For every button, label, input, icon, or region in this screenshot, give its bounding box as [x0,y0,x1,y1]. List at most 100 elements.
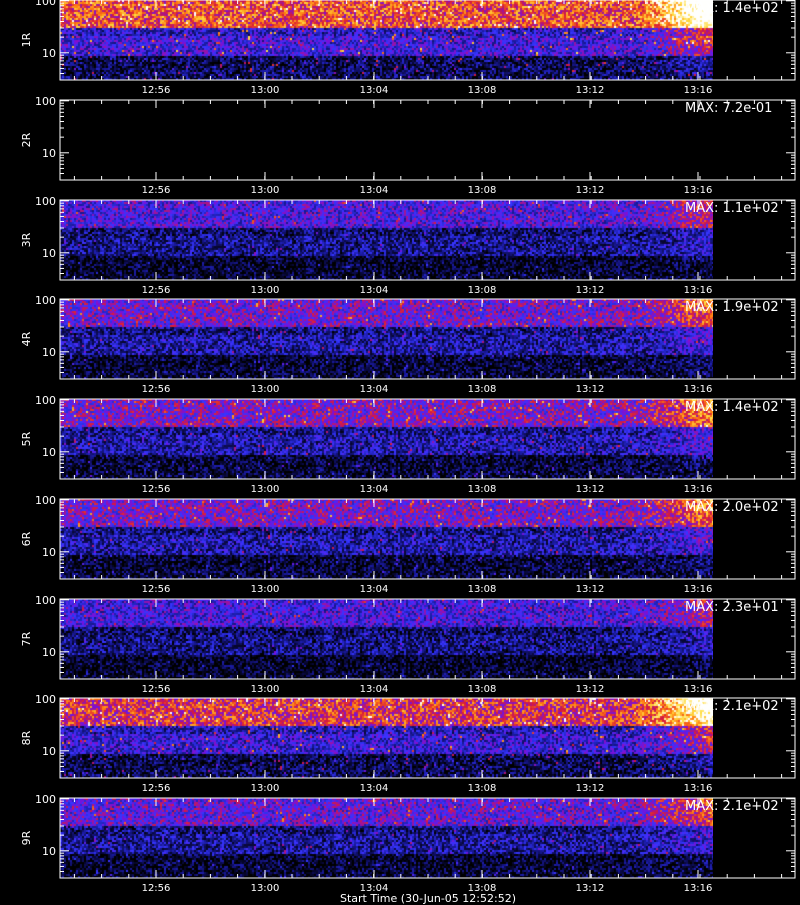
x-tick-label: 13:08 [468,783,497,794]
x-tick-label: 13:16 [684,384,713,395]
x-tick-label: 12:56 [142,484,171,495]
y-axis-label: 8R [20,730,33,745]
y-axis-label: 4R [20,331,33,346]
y-tick-label: 100 [35,0,56,8]
y-tick-label: 100 [35,693,56,706]
heatmap-image [60,499,713,579]
spectrogram-panel-6: 10 100 6R 12:56 13:00 13:04 13:08 13:12 13:16 MAX… [20,494,796,595]
spectrogram-panel-7: 10 100 7R 12:56 13:00 13:04 13:08 13:12 13:16 MAX… [20,594,796,695]
y-tick-label: 10 [42,745,56,758]
y-tick-label: 10 [42,446,56,459]
x-tick-label: 13:00 [251,783,280,794]
x-tick-label: 12:56 [142,584,171,595]
x-tick-label: 13:16 [684,883,713,894]
x-tick-label: 13:04 [360,783,389,794]
spectrogram-panel-1: 10 100 1R 12:56 13:00 13:04 13:08 13:12 13:16 MAX… [20,0,796,96]
x-tick-label: 13:08 [468,684,497,695]
x-tick-label: 13:04 [360,384,389,395]
spectrogram-panel-9: 10 100 9R 12:56 13:00 13:04 13:08 13:12 13:16 MAX… [20,793,796,894]
y-tick-label: 100 [35,95,56,108]
max-label: MAX: 7.2e-01 [685,101,772,116]
y-axis-label: 1R [20,32,33,47]
heatmap-image [60,100,713,180]
x-tick-label: 13:16 [684,584,713,595]
x-tick-label: 12:56 [142,85,171,96]
max-label: MAX: 1.1e+02 [685,201,779,216]
y-axis-label: 7R [20,631,33,646]
heatmap-image [60,200,713,280]
x-tick-label: 13:08 [468,484,497,495]
max-label: MAX: 1.4e+02 [685,400,779,415]
x-tick-label: 12:56 [142,384,171,395]
y-tick-label: 10 [42,845,56,858]
y-tick-label: 100 [35,793,56,806]
x-tick-label: 13:16 [684,85,713,96]
max-label: MAX: 2.1e+02 [685,799,779,814]
y-axis-label: 9R [20,830,33,845]
heatmap-image [60,299,713,379]
spectrogram-panel-3: 10 100 3R 12:56 13:00 13:04 13:08 13:12 13:16 MAX… [20,195,796,296]
x-tick-label: 13:12 [576,684,605,695]
x-tick-label: 13:12 [576,883,605,894]
y-tick-label: 100 [35,594,56,607]
x-tick-label: 13:12 [576,783,605,794]
x-tick-label: 13:12 [576,484,605,495]
x-tick-label: 13:08 [468,185,497,196]
x-tick-label: 13:04 [360,684,389,695]
y-tick-label: 100 [35,394,56,407]
x-tick-label: 13:00 [251,285,280,296]
y-tick-label: 100 [35,195,56,208]
x-tick-label: 13:00 [251,85,280,96]
max-label: MAX: 1.4e+02 [685,1,779,16]
x-tick-label: 13:04 [360,85,389,96]
x-tick-label: 13:12 [576,85,605,96]
x-tick-label: 13:00 [251,584,280,595]
y-axis-label: 6R [20,531,33,546]
x-tick-label: 13:08 [468,285,497,296]
heatmap-image [60,0,713,80]
y-axis-label: 5R [20,431,33,446]
x-tick-label: 12:56 [142,684,171,695]
heatmap-image [60,798,713,878]
x-tick-label: 13:12 [576,285,605,296]
x-tick-label: 13:12 [576,384,605,395]
y-axis-label: 3R [20,232,33,247]
max-label: MAX: 2.1e+02 [685,699,779,714]
y-tick-label: 10 [42,646,56,659]
x-tick-label: 13:00 [251,684,280,695]
x-tick-label: 13:04 [360,484,389,495]
y-tick-label: 10 [42,346,56,359]
x-tick-label: 13:00 [251,384,280,395]
x-tick-label: 12:56 [142,285,171,296]
x-tick-label: 13:00 [251,185,280,196]
x-tick-label: 13:16 [684,484,713,495]
spectrogram-panel-5: 10 100 5R 12:56 13:00 13:04 13:08 13:12 13:16 MAX… [20,394,796,495]
y-axis-label: 2R [20,132,33,147]
heatmap-image [60,599,713,679]
max-label: MAX: 2.0e+02 [685,500,779,515]
y-tick-label: 100 [35,294,56,307]
x-tick-label: 12:56 [142,783,171,794]
max-label: MAX: 2.3e+01 [685,600,779,615]
x-tick-label: 13:16 [684,185,713,196]
y-tick-label: 100 [35,494,56,507]
x-tick-label: 13:16 [684,285,713,296]
x-tick-label: 13:04 [360,584,389,595]
x-tick-label: 13:12 [576,185,605,196]
y-tick-label: 10 [42,247,56,260]
spectrogram-panel-2: 10 100 2R 12:56 13:00 13:04 13:08 13:12 13:16 MAX… [20,95,796,196]
x-tick-label: 13:16 [684,684,713,695]
y-tick-label: 10 [42,47,56,60]
y-tick-label: 10 [42,147,56,160]
x-tick-label: 13:08 [468,384,497,395]
x-tick-label: 13:00 [251,883,280,894]
x-tick-label: 13:04 [360,285,389,296]
x-tick-label: 13:08 [468,85,497,96]
heatmap-image [60,399,713,479]
heatmap-image [60,698,713,778]
spectrogram-panel-8: 10 100 8R 12:56 13:00 13:04 13:08 13:12 13:16 MAX… [20,693,796,794]
x-tick-label: 13:16 [684,783,713,794]
x-tick-label: 13:08 [468,883,497,894]
x-tick-label: 13:00 [251,484,280,495]
